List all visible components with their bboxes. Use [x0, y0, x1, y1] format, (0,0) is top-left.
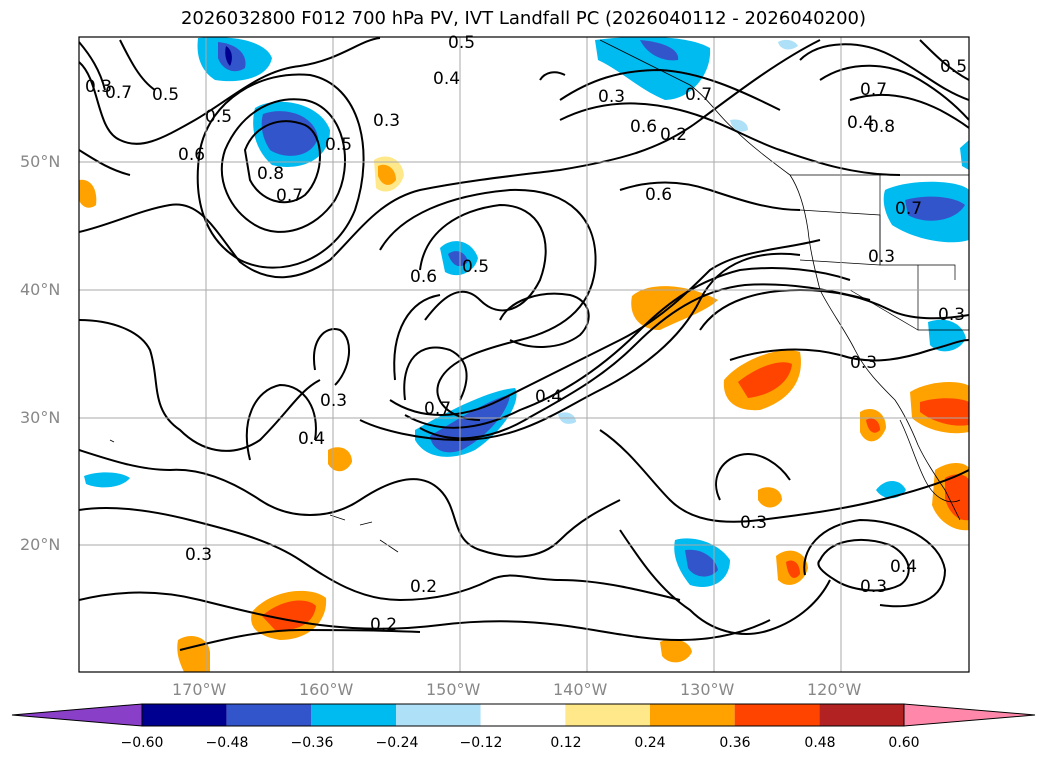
colorbar-tick: −0.60	[120, 735, 164, 751]
contour-label: 0.3	[740, 513, 767, 533]
lon-label-120w: 120°W	[807, 680, 862, 699]
lon-label-150w: 150°W	[426, 680, 481, 699]
colorbar-tick: −0.12	[459, 735, 503, 751]
contour-label: 0.4	[535, 387, 562, 407]
coastlines	[109, 39, 961, 553]
colorbar-tick: 0.24	[634, 735, 666, 751]
lon-label-140w: 140°W	[553, 680, 608, 699]
contour-label: 0.3	[598, 87, 625, 107]
contour-label: 0.6	[410, 267, 437, 287]
graticule	[79, 37, 969, 672]
colorbar-segment	[734, 704, 820, 726]
contour-label: 0.4	[890, 557, 917, 577]
contour-label: 0.6	[630, 117, 657, 137]
contour-label: 0.2	[370, 615, 397, 635]
contour-label: 0.2	[410, 577, 437, 597]
pv-contours	[79, 37, 969, 651]
colorbar-tick: 0.36	[719, 735, 751, 751]
contour-label: 0.8	[257, 164, 284, 184]
lat-label-50n: 50°N	[20, 152, 61, 171]
contour-label: 0.3	[938, 305, 965, 325]
contour-label: 0.5	[152, 85, 179, 105]
colorbar-segment	[480, 704, 566, 726]
contour-label: 0.4	[847, 113, 874, 133]
colorbar-tick: −0.48	[205, 735, 249, 751]
lat-label-40n: 40°N	[20, 280, 61, 299]
colorbar-segment	[311, 704, 396, 726]
contour-label: 0.3	[185, 545, 212, 565]
contour-label: 0.5	[462, 257, 489, 277]
colorbar-tick: −0.24	[375, 735, 419, 751]
contour-label: 0.5	[325, 135, 352, 155]
contour-label: 0.2	[660, 125, 687, 145]
contour-label: 0.8	[868, 117, 895, 137]
colorbar-segment	[565, 704, 650, 726]
contour-label: 0.7	[424, 399, 451, 419]
contour-label: 0.7	[105, 83, 132, 103]
contour-label: 0.3	[850, 353, 877, 373]
colorbar-segment	[142, 704, 227, 726]
lat-label-30n: 30°N	[20, 408, 61, 427]
contour-label: 0.5	[448, 33, 475, 53]
contour-label: 0.4	[298, 429, 325, 449]
contour-label: 0.7	[860, 80, 887, 100]
lon-label-130w: 130°W	[680, 680, 735, 699]
colorbar-tick: 0.60	[888, 735, 920, 751]
colorbar-tick: −0.36	[290, 735, 334, 751]
contour-label: 0.3	[860, 577, 887, 597]
map-border	[78, 36, 970, 673]
lon-label-160w: 160°W	[299, 680, 354, 699]
contour-label: 0.7	[276, 186, 303, 206]
lat-label-20n: 20°N	[20, 535, 61, 554]
colorbar-extend-low	[11, 703, 143, 727]
contour-labels: 0.50.40.3 0.70.80.5 0.60.80.70.50.30.20.60…	[85, 33, 967, 635]
contour-label: 0.3	[373, 111, 400, 131]
contour-label: 0.4	[433, 69, 460, 89]
contour-label: 0.5	[205, 107, 232, 127]
colorbar-segment	[819, 704, 904, 726]
colorbar-segment	[650, 704, 735, 726]
contour-label: 0.7	[685, 85, 712, 105]
colorbar-segment	[226, 704, 312, 726]
political-borders	[790, 174, 969, 331]
colorbar-tick: 0.12	[550, 735, 582, 751]
map-title: 2026032800 F012 700 hPa PV, IVT Landfall…	[180, 8, 867, 29]
contour-label: 0.5	[940, 57, 967, 77]
colorbar	[11, 703, 1036, 727]
contour-label: 0.7	[895, 199, 922, 219]
contour-label: 0.6	[645, 185, 672, 205]
colorbar-outline	[141, 703, 905, 727]
colorbar-tick: 0.48	[804, 735, 836, 751]
colorbar-segment	[396, 704, 481, 726]
contour-label: 0.3	[320, 391, 347, 411]
colorbar-extend-high	[903, 703, 1036, 727]
contour-label: 0.3	[868, 247, 895, 267]
lon-label-170w: 170°W	[172, 680, 227, 699]
contour-label: 0.3	[85, 77, 112, 97]
contour-label: 0.6	[178, 145, 205, 165]
